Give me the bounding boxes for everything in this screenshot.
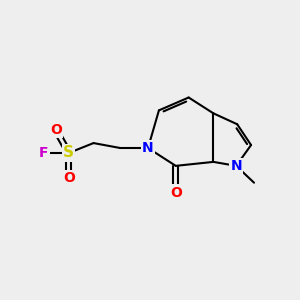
Text: N: N xyxy=(142,141,154,155)
Text: F: F xyxy=(39,146,49,160)
Text: N: N xyxy=(230,159,242,173)
Text: O: O xyxy=(50,123,62,137)
Text: S: S xyxy=(63,146,74,160)
Text: O: O xyxy=(63,171,75,185)
Text: O: O xyxy=(170,186,182,200)
